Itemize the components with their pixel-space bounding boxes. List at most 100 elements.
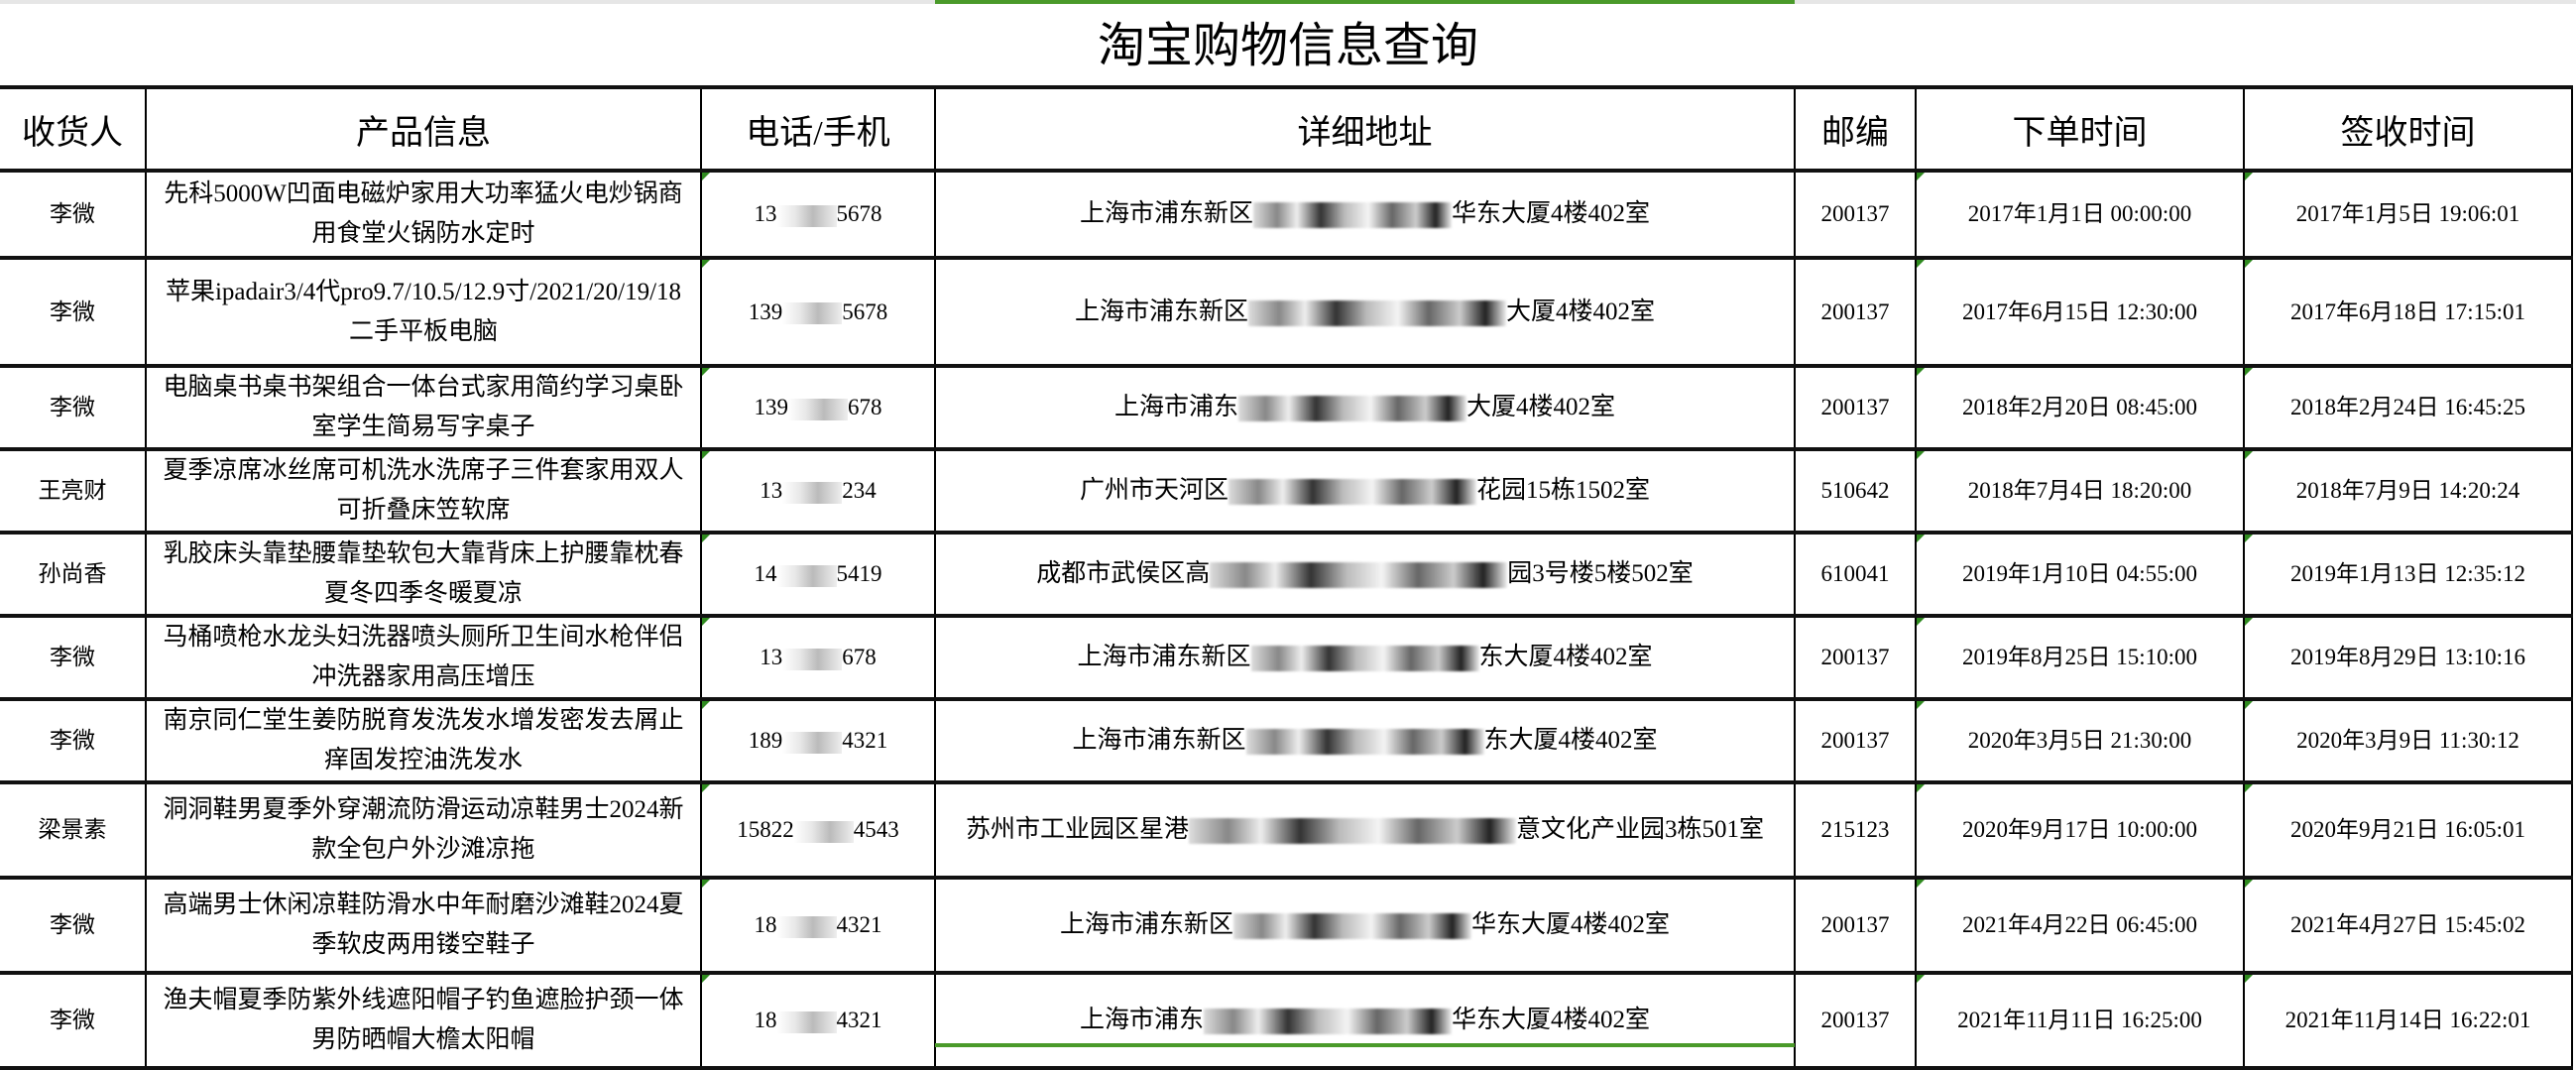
header-sign-time[interactable]: 签收时间 xyxy=(2243,85,2573,173)
address-cell[interactable]: 广州市天河区 花园15栋1502室 xyxy=(934,447,1796,535)
sign-time-cell[interactable]: 2018年2月24日 16:45:25 xyxy=(2243,364,2573,451)
product-cell[interactable]: 乳胶床头靠垫腰靠垫软包大靠背床上护腰靠枕春夏冬四季冬暖夏凉 xyxy=(145,531,702,618)
text-number-indicator xyxy=(1917,173,1925,180)
phone-cell[interactable]: 139 678 xyxy=(700,364,936,451)
product-cell[interactable]: 马桶喷枪水龙头妇洗器喷头厕所卫生间水枪伴侣冲洗器家用高压增压 xyxy=(145,614,702,701)
address-cell[interactable]: 上海市浦东 华东大厦4楼402室 xyxy=(934,971,1796,1070)
recipient-cell[interactable]: 孙尚香 xyxy=(0,531,147,618)
sheet-title[interactable]: 淘宝购物信息查询 xyxy=(1097,20,1478,72)
phone-cell[interactable]: 13 678 xyxy=(700,614,936,701)
text-number-indicator xyxy=(1917,260,1925,268)
phone-cell[interactable]: 18 4321 xyxy=(700,876,936,975)
header-phone[interactable]: 电话/手机 xyxy=(700,85,936,173)
order-time-cell[interactable]: 2018年2月20日 08:45:00 xyxy=(1915,364,2245,451)
order-time-cell[interactable]: 2021年11月11日 16:25:00 xyxy=(1915,971,2245,1070)
order-time-cell[interactable]: 2020年9月17日 10:00:00 xyxy=(1915,780,2245,880)
zip-cell[interactable]: 200137 xyxy=(1794,971,1917,1070)
phone-suffix: 5678 xyxy=(842,298,888,324)
order-time-cell[interactable]: 2021年4月22日 06:45:00 xyxy=(1915,876,2245,975)
phone-suffix: 4321 xyxy=(842,728,888,753)
order-time-cell[interactable]: 2020年3月5日 21:30:00 xyxy=(1915,697,2245,784)
sign-time-cell[interactable]: 2021年11月14日 16:22:01 xyxy=(2243,971,2573,1070)
address-suffix: 大厦4楼402室 xyxy=(1466,394,1616,420)
recipient-cell[interactable]: 李微 xyxy=(0,256,147,368)
sign-time-cell[interactable]: 2019年8月29日 13:10:16 xyxy=(2243,614,2573,701)
phone-cell[interactable]: 139 5678 xyxy=(700,256,936,368)
sign-time-cell[interactable]: 2020年3月9日 11:30:12 xyxy=(2243,697,2573,784)
text-number-indicator xyxy=(2245,535,2253,542)
phone-cell[interactable]: 189 4321 xyxy=(700,697,936,784)
recipient-cell[interactable]: 李微 xyxy=(0,697,147,784)
sign-time-cell[interactable]: 2021年4月27日 15:45:02 xyxy=(2243,876,2573,975)
order-time: 2018年2月20日 08:45:00 xyxy=(1961,395,2198,419)
recipient-cell[interactable]: 李微 xyxy=(0,876,147,975)
address-cell[interactable]: 苏州市工业园区星港 意文化产业园3栋501室 xyxy=(934,780,1796,880)
phone-cell[interactable]: 18 4321 xyxy=(700,971,936,1070)
recipient-cell[interactable]: 梁景素 xyxy=(0,780,147,880)
zip-cell[interactable]: 200137 xyxy=(1794,876,1917,975)
header-order-time[interactable]: 下单时间 xyxy=(1915,85,2245,173)
redacted-address xyxy=(1204,1009,1452,1035)
address-cell[interactable]: 上海市浦东新区 东大厦4楼402室 xyxy=(934,697,1796,784)
address-cell[interactable]: 上海市浦东新区 华东大厦4楼402室 xyxy=(934,169,1796,260)
sign-time-cell[interactable]: 2020年9月21日 16:05:01 xyxy=(2243,780,2573,880)
recipient-cell[interactable]: 李微 xyxy=(0,364,147,451)
order-time-cell[interactable]: 2019年8月25日 15:10:00 xyxy=(1915,614,2245,701)
recipient-cell[interactable]: 李微 xyxy=(0,614,147,701)
sign-time-cell[interactable]: 2018年7月9日 14:20:24 xyxy=(2243,447,2573,535)
product-cell[interactable]: 苹果ipadair3/4代pro9.7/10.5/12.9寸/2021/20/1… xyxy=(145,256,702,368)
address-cell[interactable]: 成都市武侯区高 园3号楼5楼502室 xyxy=(934,531,1796,618)
product-cell[interactable]: 渔夫帽夏季防紫外线遮阳帽子钓鱼遮脸护颈一体男防晒帽大檐太阳帽 xyxy=(145,971,702,1070)
header-recipient[interactable]: 收货人 xyxy=(0,85,147,173)
product-cell[interactable]: 南京同仁堂生姜防脱育发洗发水增发密发去屑止痒固发控油洗发水 xyxy=(145,697,702,784)
product-cell[interactable]: 电脑桌书桌书架组合一体台式家用简约学习桌卧室学生简易写字桌子 xyxy=(145,364,702,451)
header-zip[interactable]: 邮编 xyxy=(1794,85,1917,173)
product-cell[interactable]: 夏季凉席冰丝席可机洗水洗席子三件套家用双人可折叠床笠软席 xyxy=(145,447,702,535)
text-number-indicator xyxy=(702,451,710,459)
header-product[interactable]: 产品信息 xyxy=(145,85,702,173)
redacted-address xyxy=(1253,202,1452,229)
text-number-indicator xyxy=(2245,701,2253,709)
product-cell[interactable]: 高端男士休闲凉鞋防滑水中年耐磨沙滩鞋2024夏季软皮两用镂空鞋子 xyxy=(145,876,702,975)
order-time-cell[interactable]: 2017年6月15日 12:30:00 xyxy=(1915,256,2245,368)
sign-time-cell[interactable]: 2017年1月5日 19:06:01 xyxy=(2243,169,2573,260)
order-time: 2021年4月22日 06:45:00 xyxy=(1961,912,2198,937)
zip-cell[interactable]: 200137 xyxy=(1794,256,1917,368)
phone-prefix: 13 xyxy=(754,201,777,226)
zip-cell[interactable]: 200137 xyxy=(1794,169,1917,260)
phone-cell[interactable]: 13 234 xyxy=(700,447,936,535)
address-cell[interactable]: 上海市浦东新区 大厦4楼402室 xyxy=(934,256,1796,368)
header-address[interactable]: 详细地址 xyxy=(934,85,1796,173)
address-suffix: 意文化产业园3栋501室 xyxy=(1516,816,1765,843)
redacted-phone-digits xyxy=(782,481,843,504)
recipient-cell[interactable]: 李微 xyxy=(0,971,147,1070)
address-cell[interactable]: 上海市浦东新区 华东大厦4楼402室 xyxy=(934,876,1796,975)
phone-cell[interactable]: 15822 4543 xyxy=(700,780,936,880)
recipient-cell[interactable]: 王亮财 xyxy=(0,447,147,535)
product-cell[interactable]: 洞洞鞋男夏季外穿潮流防滑运动凉鞋男士2024新款全包户外沙滩凉拖 xyxy=(145,780,702,880)
address-prefix: 上海市浦东 xyxy=(1079,1007,1204,1033)
zip-cell[interactable]: 215123 xyxy=(1794,780,1917,880)
address-cell[interactable]: 上海市浦东新区 东大厦4楼402室 xyxy=(934,614,1796,701)
order-time-cell[interactable]: 2018年7月4日 18:20:00 xyxy=(1915,447,2245,535)
order-time-cell[interactable]: 2019年1月10日 04:55:00 xyxy=(1915,531,2245,618)
redacted-phone-digits xyxy=(782,302,843,325)
order-time-cell[interactable]: 2017年1月1日 00:00:00 xyxy=(1915,169,2245,260)
address-cell[interactable]: 上海市浦东 大厦4楼402室 xyxy=(934,364,1796,451)
address-suffix: 大厦4楼402室 xyxy=(1506,297,1656,325)
zip-cell[interactable]: 200137 xyxy=(1794,697,1917,784)
zip-cell[interactable]: 510642 xyxy=(1794,447,1917,535)
sign-time-cell[interactable]: 2017年6月18日 17:15:01 xyxy=(2243,256,2573,368)
product-cell[interactable]: 先科5000W凹面电磁炉家用大功率猛火电炒锅商用食堂火锅防水定时 xyxy=(145,169,702,260)
address-suffix: 华东大厦4楼402室 xyxy=(1452,1007,1651,1033)
phone-cell[interactable]: 13 5678 xyxy=(700,169,936,260)
zip-cell[interactable]: 200137 xyxy=(1794,364,1917,451)
zip-cell[interactable]: 200137 xyxy=(1794,614,1917,701)
redacted-phone-digits xyxy=(776,1011,837,1033)
sign-time-cell[interactable]: 2019年1月13日 12:35:12 xyxy=(2243,531,2573,618)
phone-cell[interactable]: 14 5419 xyxy=(700,531,936,618)
text-number-indicator xyxy=(1917,368,1925,376)
zip-cell[interactable]: 610041 xyxy=(1794,531,1917,618)
recipient-cell[interactable]: 李微 xyxy=(0,169,147,260)
redacted-address xyxy=(1233,913,1471,940)
